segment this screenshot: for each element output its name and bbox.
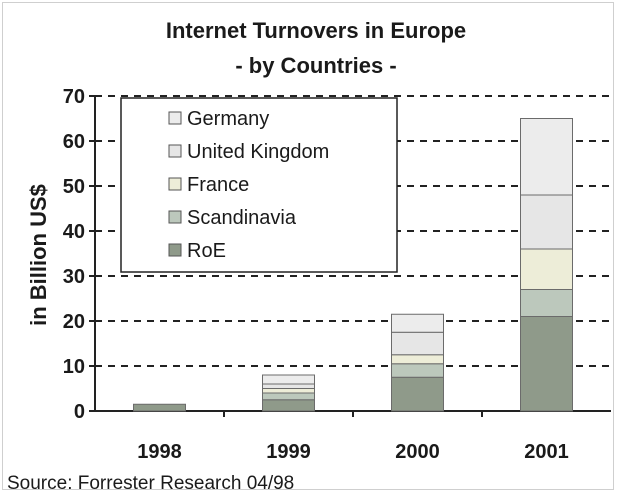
stacked-bar-chart: Internet Turnovers in Europe - by Countr… — [26, 18, 611, 463]
y-tick-label: 0 — [74, 401, 85, 423]
bar-segment-france — [520, 248, 573, 290]
legend-box — [120, 97, 398, 273]
bar-segment-france — [391, 354, 444, 365]
bar-segment-united-kingdom — [391, 331, 444, 356]
y-tick-label: 50 — [63, 176, 85, 198]
y-tick-label: 30 — [63, 266, 85, 288]
x-tick-label: 1999 — [266, 441, 311, 463]
y-tick-label: 20 — [63, 311, 85, 333]
y-tick-label: 60 — [63, 131, 85, 153]
legend-swatch — [168, 243, 182, 257]
legend-label: France — [187, 174, 249, 196]
legend-label: Scandinavia — [187, 207, 297, 229]
legend-swatch — [168, 111, 182, 125]
axes: 0 10 20 30 40 50 60 70 1998 1999 2000 2001 — [63, 86, 611, 463]
legend-label: RoE — [187, 240, 226, 262]
x-tick-label: 2001 — [524, 441, 569, 463]
bar-segment-scandinavia — [262, 392, 315, 401]
chart-title: Internet Turnovers in Europe — [166, 18, 466, 43]
chart-subtitle: - by Countries - — [235, 53, 396, 78]
x-tick-label: 2000 — [395, 441, 440, 463]
bar-segment-united-kingdom — [520, 194, 573, 250]
bar-segment-roe — [262, 399, 315, 412]
bar-segment-germany — [391, 313, 444, 333]
legend-label: United Kingdom — [187, 141, 329, 163]
bar-segment-germany — [520, 118, 573, 196]
legend-label: Germany — [187, 108, 269, 130]
y-axis-label: in Billion US$ — [26, 184, 51, 326]
x-tick-label: 1998 — [137, 441, 182, 463]
y-tick-label: 70 — [63, 86, 85, 108]
bars — [133, 118, 573, 412]
bar-segment-roe — [133, 403, 186, 412]
bar-segment-scandinavia — [520, 289, 573, 317]
source-note: Source: Forrester Research 04/98 — [7, 473, 295, 494]
bar-segment-roe — [391, 376, 444, 412]
legend: Germany United Kingdom France Scandinavia Ro… — [120, 97, 398, 273]
legend-swatch — [168, 144, 182, 158]
y-tick-label: 40 — [63, 221, 85, 243]
bar-segment-united-kingdom — [262, 383, 315, 389]
bar-segment-roe — [520, 316, 573, 412]
bar-segment-germany — [262, 374, 315, 385]
legend-swatch — [168, 177, 182, 191]
bar-segment-scandinavia — [391, 363, 444, 378]
bar-segment-france — [262, 388, 315, 394]
legend-swatch — [168, 210, 182, 224]
y-tick-label: 10 — [63, 356, 85, 378]
